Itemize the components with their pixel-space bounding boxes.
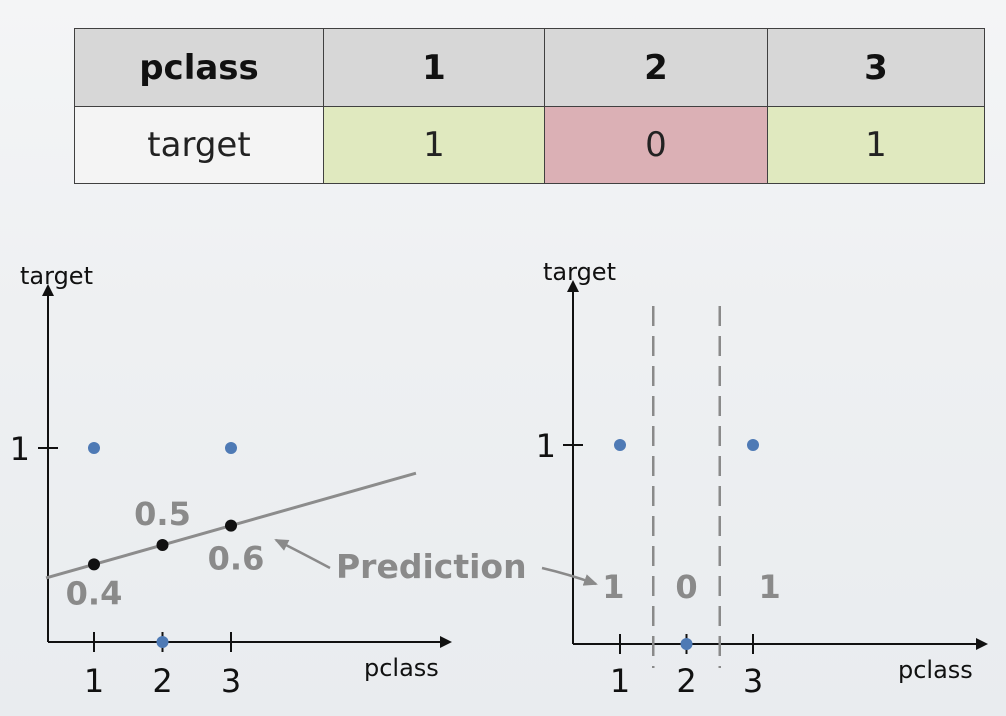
prediction-point	[225, 519, 237, 532]
prediction-point	[88, 558, 100, 571]
right-x-tick-label: 1	[610, 662, 630, 700]
table-header-cell: pclass	[74, 28, 324, 107]
left-x-axis-label: pclass	[364, 654, 439, 682]
left-x-tick-label: 2	[152, 662, 172, 700]
data-point	[156, 636, 169, 648]
left-y-axis-label: target	[20, 262, 93, 290]
region-prediction-label: 1	[758, 568, 780, 606]
prediction-arrow-right	[541, 566, 598, 586]
right-chart: target pclass 1 2 3 1 1 0 1	[536, 258, 988, 700]
table-row-label: target	[74, 106, 324, 184]
prediction-label: Prediction	[336, 547, 527, 586]
data-point	[747, 439, 759, 451]
data-point	[225, 442, 237, 454]
left-y-tick-label: 1	[10, 430, 30, 468]
left-x-tick-label: 3	[221, 662, 241, 700]
left-chart: target pclass 1 2 3 1 0.4 0.5 0.6	[10, 262, 452, 700]
right-x-tick-label: 2	[676, 662, 696, 700]
pclass-target-table: pclass 1 2 3 target 1 0 1	[74, 28, 985, 184]
right-y-axis-label: target	[543, 258, 616, 286]
prediction-value-label: 0.5	[134, 495, 191, 533]
table-header-cell: 1	[323, 28, 545, 107]
data-point	[614, 439, 626, 451]
table-value-cell: 1	[767, 106, 985, 184]
table-header-row: pclass 1 2 3	[74, 28, 985, 107]
region-prediction-label: 1	[602, 568, 624, 606]
region-prediction-label: 0	[675, 568, 697, 606]
prediction-point	[156, 539, 169, 551]
right-x-axis-label: pclass	[898, 656, 973, 684]
table-value-row: target 1 0 1	[74, 106, 985, 184]
left-x-tick-label: 1	[84, 662, 104, 700]
prediction-value-label: 0.6	[208, 540, 265, 578]
prediction-value-label: 0.4	[66, 574, 123, 612]
prediction-arrow-left	[274, 538, 331, 570]
prediction-annotation: Prediction	[274, 538, 598, 586]
right-y-tick-label: 1	[536, 427, 556, 465]
data-point	[88, 442, 100, 454]
right-x-tick-label: 3	[743, 662, 763, 700]
table-value-cell: 1	[323, 106, 545, 184]
data-point	[680, 638, 693, 650]
table-header-cell: 3	[767, 28, 985, 107]
